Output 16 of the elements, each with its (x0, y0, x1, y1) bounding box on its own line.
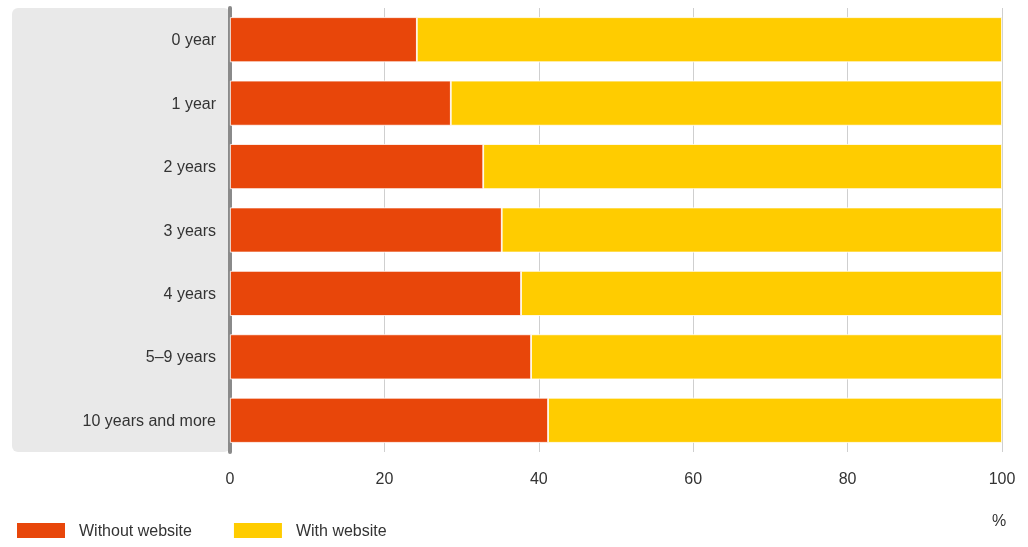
legend-label: Without website (79, 522, 193, 539)
x-axis-title: % (992, 511, 1007, 529)
y-tick-label: 1 year (171, 94, 217, 112)
x-tick-label: 80 (838, 469, 857, 487)
y-tick-label: 10 years and more (82, 411, 217, 429)
x-tick-label: 0 (225, 469, 235, 487)
y-tick-label: 0 year (171, 31, 217, 49)
x-tick-label: 40 (529, 469, 548, 487)
x-tick-label: 20 (375, 469, 394, 487)
x-tick-label: 60 (684, 469, 703, 487)
y-tick-label: 4 years (163, 284, 216, 302)
y-tick-label: 5–9 years (145, 348, 216, 366)
x-tick-label: 100 (988, 469, 1016, 487)
y-tick-label: 2 years (163, 158, 216, 176)
y-tick-label: 3 years (163, 221, 216, 239)
legend-label: With website (295, 522, 387, 539)
